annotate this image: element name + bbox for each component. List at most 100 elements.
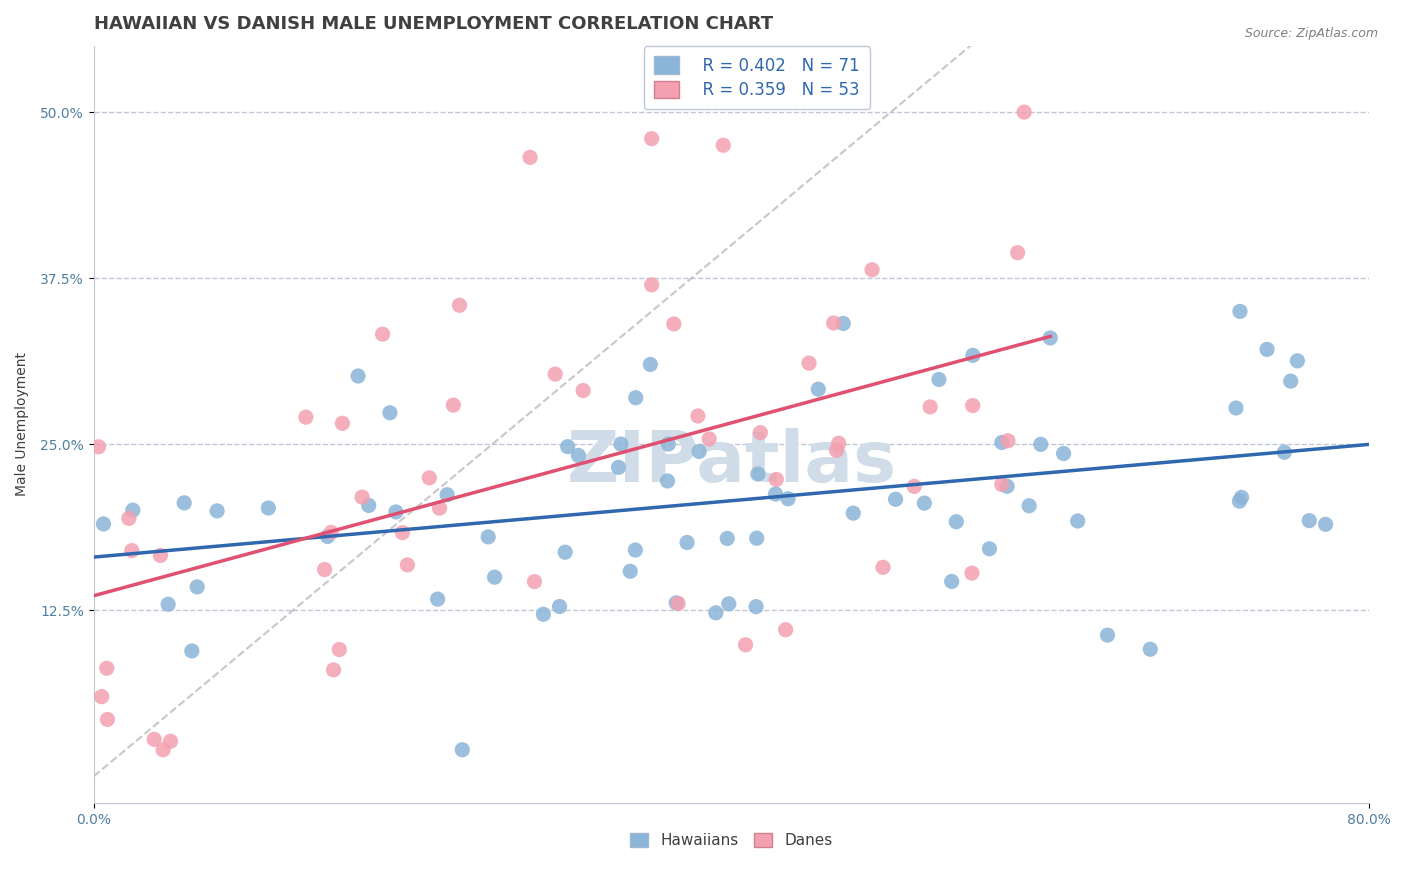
- Point: [734, 638, 756, 652]
- Point: [945, 515, 967, 529]
- Point: [920, 400, 942, 414]
- Point: [121, 503, 143, 517]
- Point: [96, 713, 118, 727]
- Point: [391, 525, 413, 540]
- Point: [860, 262, 883, 277]
- Point: [121, 543, 143, 558]
- Point: [1039, 331, 1062, 345]
- Point: [557, 440, 579, 454]
- Point: [1139, 642, 1161, 657]
- Point: [666, 597, 689, 611]
- Point: [688, 444, 710, 458]
- Point: [371, 327, 394, 342]
- Point: [704, 606, 727, 620]
- Point: [396, 558, 419, 572]
- Point: [426, 592, 449, 607]
- Point: [352, 490, 374, 504]
- Point: [610, 437, 633, 451]
- Point: [118, 511, 141, 525]
- Point: [436, 488, 458, 502]
- Point: [640, 131, 662, 145]
- Point: [1012, 105, 1035, 120]
- Point: [928, 372, 950, 386]
- Point: [686, 409, 709, 423]
- Point: [997, 434, 1019, 448]
- Point: [884, 492, 907, 507]
- Point: [995, 479, 1018, 493]
- Point: [328, 642, 350, 657]
- Point: [717, 597, 740, 611]
- Point: [797, 356, 820, 370]
- Point: [378, 406, 401, 420]
- Text: ZIPatlas: ZIPatlas: [567, 427, 897, 497]
- Point: [385, 505, 408, 519]
- Point: [96, 661, 118, 675]
- Point: [1067, 514, 1090, 528]
- Point: [747, 467, 769, 481]
- Point: [1286, 354, 1309, 368]
- Point: [778, 491, 800, 506]
- Point: [1052, 446, 1074, 460]
- Point: [1272, 445, 1295, 459]
- Point: [765, 487, 787, 501]
- Point: [180, 644, 202, 658]
- Point: [912, 496, 935, 510]
- Point: [962, 348, 984, 362]
- Point: [1229, 304, 1251, 318]
- Point: [531, 607, 554, 622]
- Point: [827, 436, 849, 450]
- Point: [640, 358, 662, 372]
- Point: [832, 317, 855, 331]
- Point: [519, 150, 541, 164]
- Point: [941, 574, 963, 589]
- Point: [548, 599, 571, 614]
- Point: [807, 382, 830, 396]
- Point: [745, 531, 768, 545]
- Point: [825, 443, 848, 458]
- Point: [441, 398, 464, 412]
- Point: [903, 479, 925, 493]
- Point: [979, 541, 1001, 556]
- Point: [418, 471, 440, 485]
- Point: [554, 545, 576, 559]
- Point: [1315, 517, 1337, 532]
- Point: [567, 449, 589, 463]
- Point: [322, 663, 344, 677]
- Point: [572, 384, 595, 398]
- Point: [87, 440, 110, 454]
- Point: [624, 543, 647, 558]
- Point: [657, 437, 679, 451]
- Point: [991, 477, 1014, 491]
- Point: [607, 460, 630, 475]
- Point: [1230, 491, 1253, 505]
- Point: [697, 432, 720, 446]
- Point: [775, 623, 797, 637]
- Point: [962, 399, 984, 413]
- Point: [316, 529, 339, 543]
- Point: [332, 417, 354, 431]
- Point: [716, 532, 738, 546]
- Point: [321, 525, 343, 540]
- Point: [149, 549, 172, 563]
- Point: [429, 501, 451, 516]
- Point: [823, 316, 845, 330]
- Point: [173, 496, 195, 510]
- Point: [314, 562, 336, 576]
- Y-axis label: Male Unemployment: Male Unemployment: [15, 352, 30, 496]
- Point: [484, 570, 506, 584]
- Point: [477, 530, 499, 544]
- Point: [1029, 437, 1052, 451]
- Point: [257, 501, 280, 516]
- Point: [152, 743, 174, 757]
- Point: [1097, 628, 1119, 642]
- Point: [872, 560, 894, 574]
- Point: [451, 743, 474, 757]
- Point: [1225, 401, 1247, 415]
- Point: [1298, 514, 1320, 528]
- Point: [357, 499, 380, 513]
- Point: [711, 138, 734, 153]
- Point: [640, 277, 662, 292]
- Point: [449, 298, 471, 312]
- Point: [90, 690, 112, 704]
- Point: [960, 566, 983, 580]
